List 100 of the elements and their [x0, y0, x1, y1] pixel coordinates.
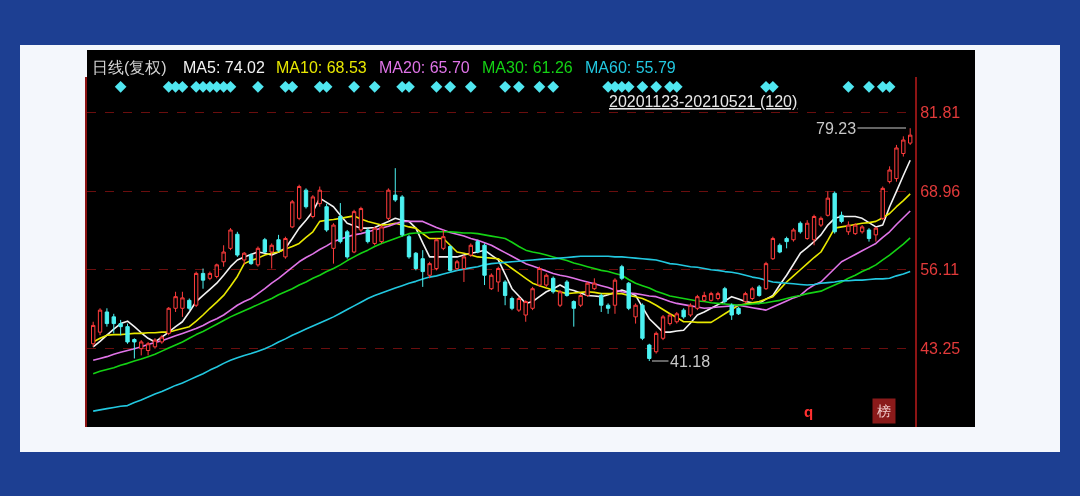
candlestick [358, 206, 364, 233]
candlestick [825, 190, 830, 218]
text: MA30: 61.26 [482, 59, 573, 76]
y-tick-label: 43.25 [920, 339, 961, 357]
candlestick [770, 236, 776, 261]
candlestick [667, 313, 673, 326]
candlestick [118, 319, 123, 336]
candlestick [324, 203, 329, 233]
candlestick [173, 291, 178, 313]
candlestick [647, 343, 652, 362]
annotation: q [804, 403, 814, 420]
candlestick [104, 307, 110, 328]
candlestick [248, 252, 254, 266]
candlestick [846, 220, 851, 236]
candlestick [193, 271, 199, 308]
candlestick [564, 279, 570, 298]
candlestick [317, 186, 322, 208]
candlestick [640, 302, 645, 341]
y-tick-label: 81.81 [920, 104, 961, 122]
candlestick [674, 311, 679, 325]
candlestick [152, 337, 158, 350]
candlestick [434, 238, 439, 271]
candlestick [262, 237, 267, 254]
candlestick [166, 306, 171, 336]
candlestick [454, 259, 460, 271]
candlestick [702, 291, 707, 303]
candlestick [200, 268, 206, 290]
candlestick [873, 226, 879, 243]
candlestick [681, 307, 686, 320]
candlestick [729, 302, 734, 321]
candlestick [338, 202, 343, 244]
candlestick [736, 306, 741, 316]
candlestick [283, 236, 288, 260]
candlestick [523, 299, 528, 323]
candlestick [901, 135, 906, 158]
legend-title: 日线(复权) [92, 59, 167, 76]
candlestick [530, 286, 535, 311]
candlestick [111, 313, 116, 334]
candlestick [557, 289, 563, 308]
annotation: 20201123-20210521 (120) [609, 93, 798, 110]
candlestick [633, 302, 638, 325]
candlestick [544, 272, 549, 288]
candlestick [619, 264, 625, 281]
candlestick [516, 296, 522, 313]
candlestick [399, 194, 405, 238]
candlestick [365, 227, 370, 244]
candlestick [393, 167, 398, 203]
candlestick [187, 298, 192, 311]
candlestick [420, 249, 425, 288]
candlestick [866, 227, 872, 243]
candlestick [372, 226, 377, 246]
text: MA60: 55.79 [585, 59, 676, 76]
candlestick [688, 302, 693, 318]
candlestick [708, 291, 714, 303]
candlestick [777, 242, 782, 254]
candlestick [908, 127, 913, 146]
candlestick [743, 291, 748, 304]
candlestick [605, 302, 611, 315]
candlestick [132, 339, 137, 359]
candlestick [139, 339, 144, 356]
candlestick [97, 307, 103, 336]
candlestick [475, 239, 480, 254]
candlestick [159, 334, 165, 345]
y-tick-label: 56.11 [920, 261, 960, 279]
line-series [92, 231, 911, 375]
candlestick [626, 281, 631, 311]
candlestick [91, 321, 96, 348]
candlestick [207, 271, 213, 281]
candlestick [303, 187, 309, 210]
candlestick [853, 222, 858, 236]
candlestick [351, 209, 357, 254]
candlestick [756, 284, 762, 298]
candlestick [413, 251, 419, 271]
candlestick [818, 216, 824, 228]
candlestick [448, 244, 453, 273]
candlestick [482, 242, 487, 286]
candlestick [660, 314, 666, 341]
candlestick [798, 220, 803, 235]
candlestick [887, 165, 892, 184]
candlestick [276, 234, 281, 253]
candlestick [805, 219, 810, 241]
candlestick [235, 231, 240, 258]
text: MA10: 68.53 [276, 59, 367, 76]
candlestick [599, 293, 604, 313]
text: MA20: 65.70 [379, 59, 470, 76]
candlestick [379, 224, 384, 244]
candlestick [763, 261, 769, 291]
candlestick [221, 244, 226, 268]
annotation: 79.23 [816, 120, 857, 137]
candlestick [578, 293, 583, 308]
candlestick [255, 245, 261, 268]
candlestick [125, 323, 130, 345]
candlestick [296, 184, 302, 221]
candlestick [489, 272, 494, 291]
candlestick [331, 222, 336, 265]
annotation: 41.18 [670, 353, 711, 370]
candlestick [145, 341, 151, 356]
candlestick [468, 242, 473, 258]
candlestick [406, 234, 412, 260]
candlestick [537, 266, 542, 288]
